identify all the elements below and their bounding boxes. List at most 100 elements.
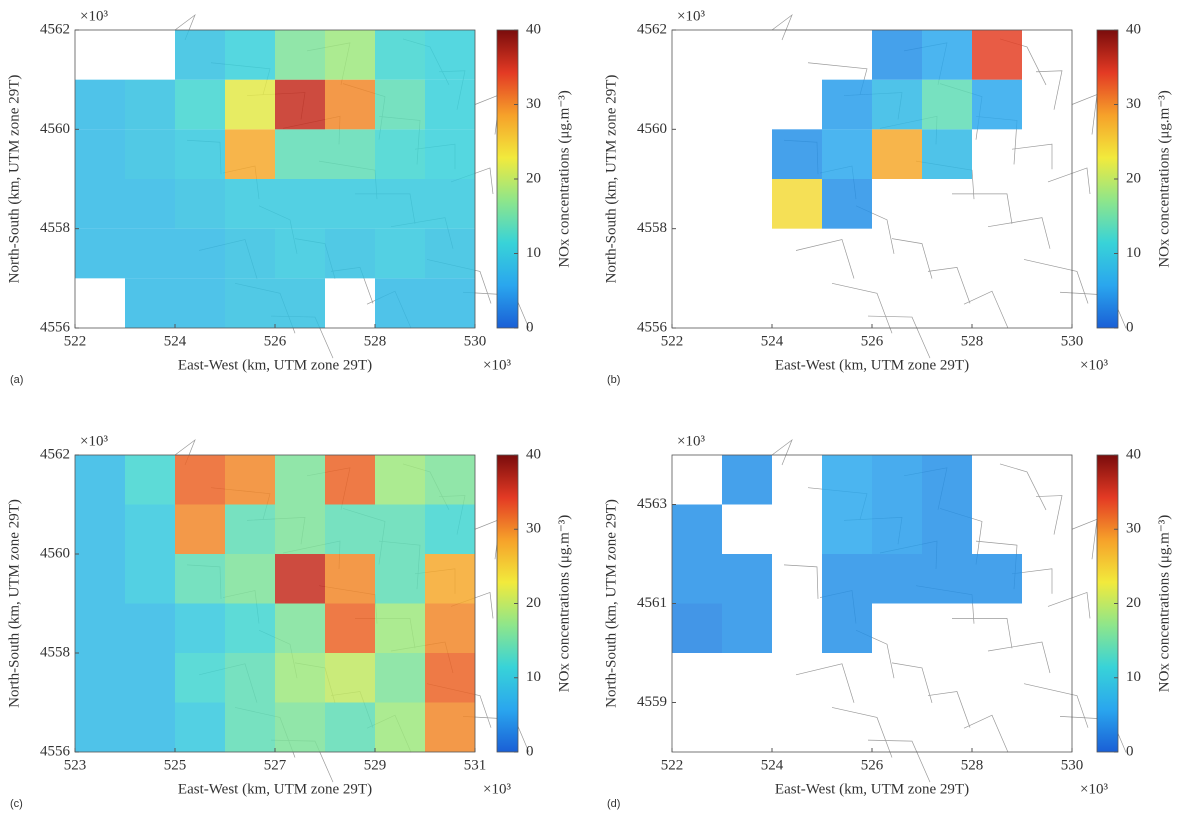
panel: 523 525 527 529 531 4556 4558 4560 4562 East-West… xyxy=(6,433,572,809)
heat-cell xyxy=(275,30,325,80)
heat-cell xyxy=(872,504,922,554)
heat-cell xyxy=(75,554,125,604)
heat-cell xyxy=(425,702,475,752)
y-tick-label: 4556 xyxy=(637,319,668,335)
heat-cell xyxy=(425,455,475,505)
x-tick-label: 528 xyxy=(961,757,984,773)
colorbar-tick-label: 0 xyxy=(526,319,534,335)
heat-cell xyxy=(75,228,125,279)
x-tick-label: 530 xyxy=(464,333,487,349)
panel: 522 524 526 528 530 4559 4561 4563 East-West (km… xyxy=(603,433,1172,809)
y-tick-label: 4563 xyxy=(637,496,667,512)
colorbar-tick-label: 30 xyxy=(1126,521,1141,537)
heat-cell xyxy=(125,278,175,328)
heat-cell xyxy=(175,79,225,130)
y-tick-label: 4560 xyxy=(40,545,70,561)
heat-cell xyxy=(75,455,125,505)
heat-cell xyxy=(275,455,325,505)
y-exponent: ×10³ xyxy=(80,433,108,449)
y-axis-label: North-South (km, UTM zone 29T) xyxy=(6,499,22,708)
heat-cell xyxy=(375,129,425,179)
x-tick-label: 522 xyxy=(64,333,87,349)
heat-cell xyxy=(822,455,872,505)
heat-cell xyxy=(325,79,375,130)
heat-cell xyxy=(425,129,475,179)
heat-cell xyxy=(225,554,275,604)
heat-cell xyxy=(872,79,922,130)
x-exponent: ×10³ xyxy=(483,781,511,797)
x-tick-label: 529 xyxy=(364,757,387,773)
heat-cell xyxy=(922,30,972,80)
colorbar-tick-label: 30 xyxy=(526,96,541,112)
x-tick-label: 524 xyxy=(164,333,187,349)
y-tick-label: 4558 xyxy=(40,220,70,236)
heat-cell xyxy=(75,504,125,554)
heat-cell xyxy=(225,228,275,279)
heat-cell xyxy=(175,702,225,752)
heat-cell xyxy=(922,129,972,179)
x-axis-label: East-West (km, UTM zone 29T) xyxy=(775,357,969,373)
heat-cell xyxy=(822,603,872,653)
colorbar-tick-label: 40 xyxy=(1126,21,1141,37)
heat-cell xyxy=(922,504,972,554)
heat-cell xyxy=(125,702,175,752)
colorbar-tick-label: 0 xyxy=(1126,743,1134,759)
heat-cell xyxy=(225,702,275,752)
x-tick-label: 524 xyxy=(761,757,784,773)
heat-cell xyxy=(425,228,475,279)
heat-cell xyxy=(125,504,175,554)
heat-cell xyxy=(872,554,922,604)
heat-cell xyxy=(325,554,375,604)
x-axis-label: East-West (km, UTM zone 29T) xyxy=(178,357,372,373)
x-tick-label: 526 xyxy=(861,333,884,349)
panel: 522 524 526 528 530 4556 4558 4560 4562 East-West… xyxy=(603,8,1172,385)
heat-cell xyxy=(275,179,325,229)
heat-cell xyxy=(375,228,425,279)
colorbar-label: NOx concentrations (μg.m⁻³) xyxy=(556,515,572,693)
x-tick-label: 530 xyxy=(1061,333,1084,349)
heat-cell xyxy=(275,79,325,130)
colorbar-tick-label: 0 xyxy=(526,743,534,759)
x-tick-label: 526 xyxy=(861,757,884,773)
y-tick-label: 4558 xyxy=(637,220,667,236)
y-axis-label: North-South (km, UTM zone 29T) xyxy=(6,75,22,284)
heat-cell xyxy=(175,504,225,554)
heat-cell xyxy=(75,603,125,653)
y-exponent: ×10³ xyxy=(677,433,705,449)
heat-cell xyxy=(922,554,972,604)
colorbar-tick-label: 30 xyxy=(1126,96,1141,112)
colorbar-tick-label: 0 xyxy=(1126,319,1134,335)
heat-cell xyxy=(125,603,175,653)
heat-cell xyxy=(225,79,275,130)
heat-cell xyxy=(325,455,375,505)
colorbar-tick-label: 20 xyxy=(526,595,541,611)
panel-label: (c) xyxy=(10,798,23,810)
heat-cell xyxy=(125,228,175,279)
colorbar-label: NOx concentrations (μg.m⁻³) xyxy=(556,90,572,268)
x-axis-label: East-West (km, UTM zone 29T) xyxy=(178,781,372,797)
heat-cell xyxy=(125,455,175,505)
heat-cell xyxy=(275,702,325,752)
heat-cell xyxy=(722,554,772,604)
heat-cell xyxy=(175,653,225,703)
x-tick-label: 526 xyxy=(264,333,287,349)
heat-cell xyxy=(325,702,375,752)
heat-cell xyxy=(175,455,225,505)
x-tick-label: 527 xyxy=(264,757,287,773)
heat-cell xyxy=(375,79,425,130)
heat-cell xyxy=(922,455,972,505)
y-exponent: ×10³ xyxy=(80,8,108,24)
y-tick-label: 4556 xyxy=(40,743,71,759)
heat-cell xyxy=(672,504,722,554)
heat-cell xyxy=(772,129,822,179)
heat-cell xyxy=(872,129,922,179)
heat-cell xyxy=(225,278,275,328)
heat-cell xyxy=(672,603,722,653)
colorbar-tick-label: 10 xyxy=(526,669,541,685)
colorbar-tick-label: 10 xyxy=(1126,669,1141,685)
heat-cell xyxy=(75,179,125,229)
heat-cell xyxy=(872,455,922,505)
heat-cell xyxy=(375,653,425,703)
y-tick-label: 4562 xyxy=(40,21,70,37)
